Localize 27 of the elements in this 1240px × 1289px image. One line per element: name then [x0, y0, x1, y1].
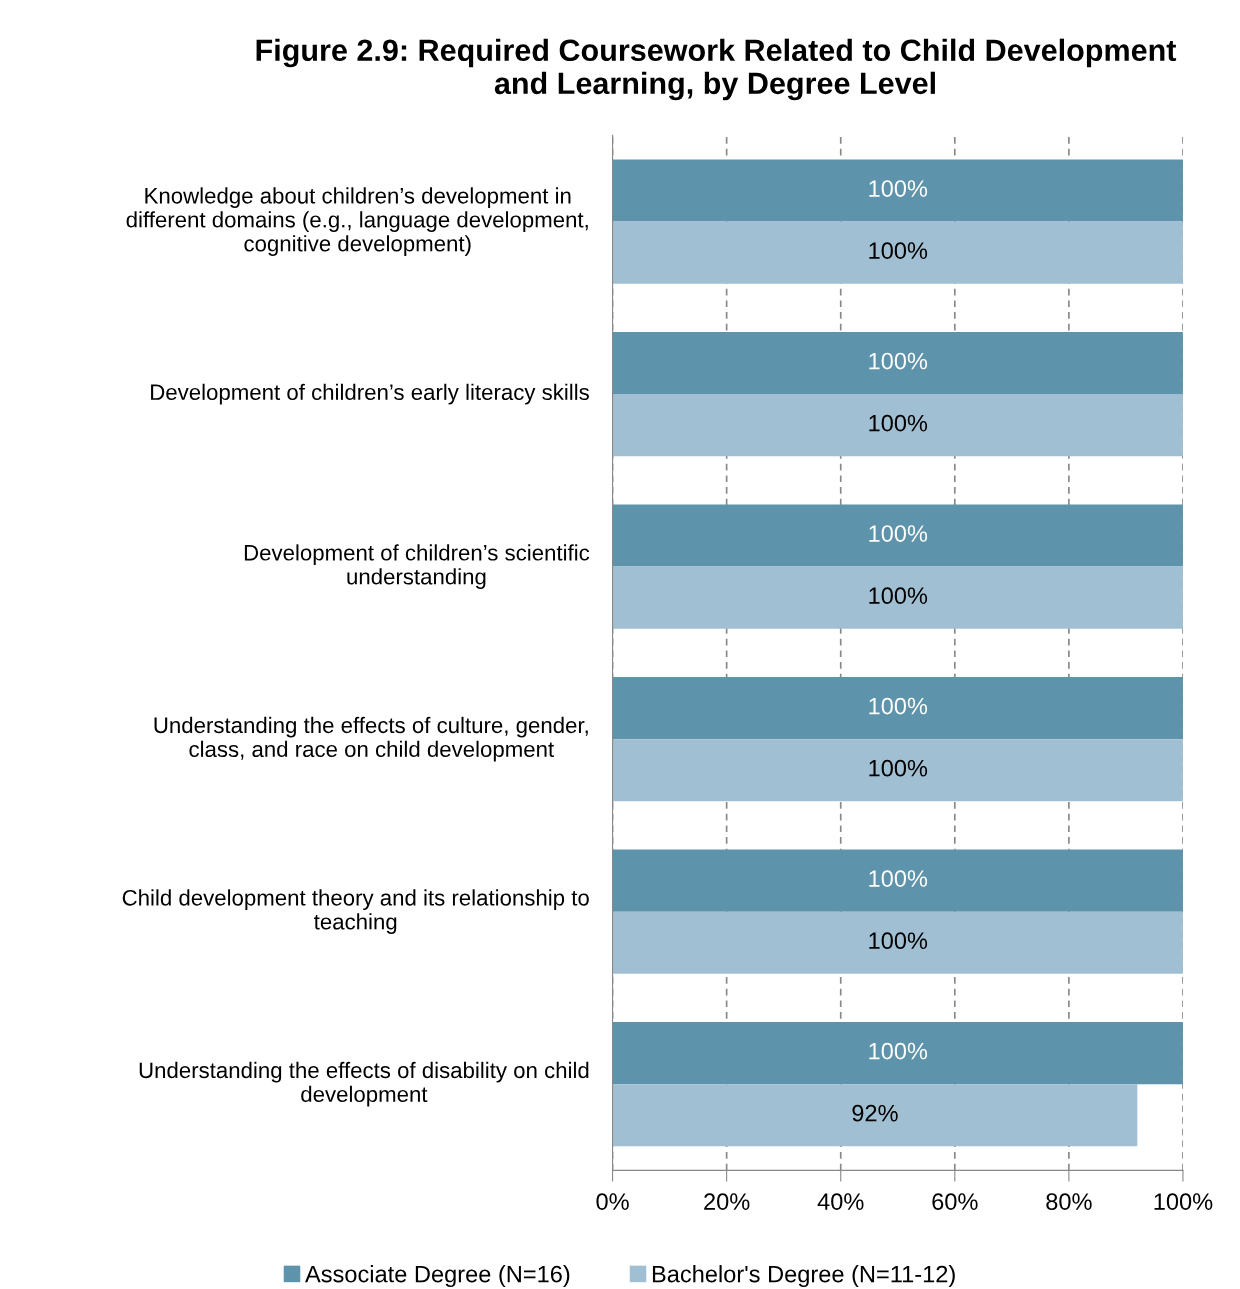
data-label: 100%: [869, 759, 928, 777]
legend-label: Bachelor's Degree (N=11-12): [652, 1265, 955, 1288]
x-tick-label: 40%: [817, 1193, 864, 1210]
x-tick-label: 100%: [1154, 1193, 1213, 1210]
data-label: 92%: [852, 1104, 898, 1122]
data-label: 100%: [869, 180, 928, 197]
data-label: 100%: [869, 242, 928, 259]
data-label: 100%: [869, 414, 928, 432]
x-tick-label: 0%: [596, 1193, 629, 1210]
chart-title: Figure 2.9: Required Coursework Related to Child Development and Learning, by Degree Level: [256, 38, 1177, 101]
y-tick-label: Development of children’s scientific understanding: [244, 544, 590, 589]
y-tick-label: Development of children’s early literacy skills: [151, 383, 589, 405]
y-tick-label: Knowledge about children’s development in different domains (e.g., language development, cognitive development): [126, 187, 588, 256]
data-label: 100%: [869, 525, 928, 542]
y-tick-label: Child development theory and its relationship to teaching: [122, 889, 589, 934]
data-label: 100%: [869, 870, 928, 887]
y-tick-label: Understanding the effects of culture, gender, class, and race on child development: [154, 716, 588, 762]
legend-label: Associate Degree (N=16): [305, 1265, 570, 1288]
x-tick-label: 60%: [932, 1193, 978, 1210]
x-tick-label: 80%: [1046, 1193, 1092, 1210]
data-label: 100%: [869, 587, 928, 605]
data-label: 100%: [869, 932, 928, 950]
data-label: 100%: [869, 1042, 928, 1060]
data-label: 100%: [869, 352, 928, 370]
y-tick-label: Understanding the effects of disability on child development: [139, 1061, 589, 1107]
data-label: 100%: [869, 697, 928, 715]
x-tick-label: 20%: [704, 1193, 750, 1210]
